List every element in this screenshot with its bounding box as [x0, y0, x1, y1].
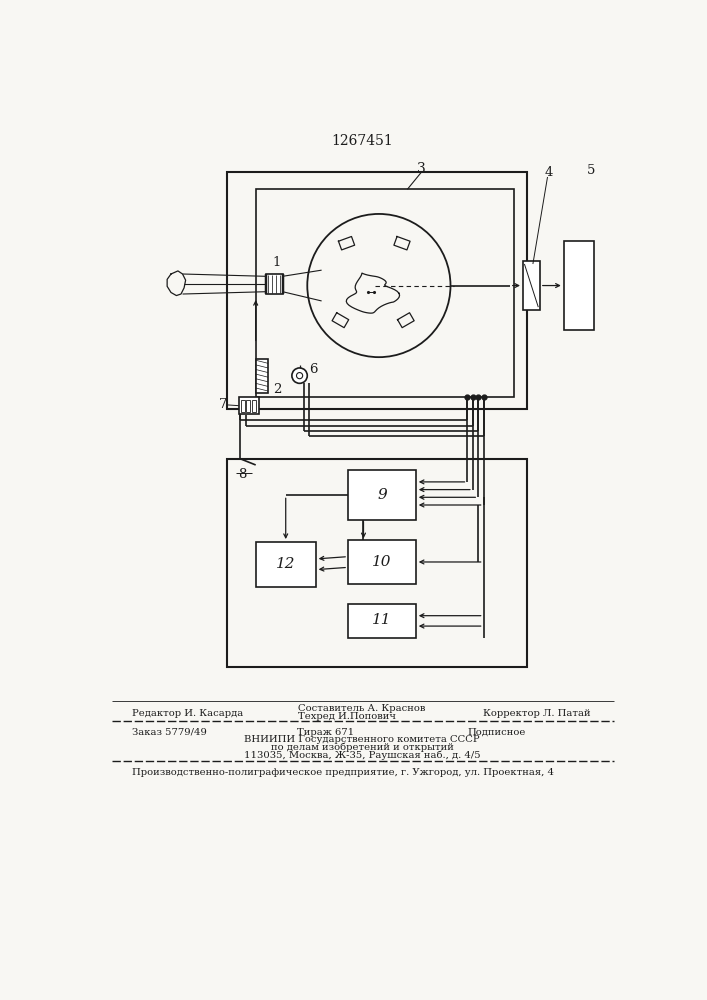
- Text: 113035, Москва, Ж-35, Раушская наб., д. 4/5: 113035, Москва, Ж-35, Раушская наб., д. …: [244, 751, 480, 760]
- Bar: [247, 400, 250, 412]
- Text: 2: 2: [273, 383, 281, 396]
- Text: 11: 11: [372, 613, 392, 628]
- Text: 1267451: 1267451: [331, 134, 393, 148]
- Bar: [348, 604, 416, 638]
- Text: 12: 12: [276, 557, 296, 571]
- Text: 4: 4: [545, 166, 554, 179]
- Circle shape: [292, 368, 308, 383]
- Text: Тираж 671: Тираж 671: [296, 728, 354, 737]
- Text: Заказ 5779/49: Заказ 5779/49: [132, 728, 207, 737]
- Text: 6: 6: [309, 363, 317, 376]
- Bar: [348, 540, 416, 584]
- Bar: [256, 359, 268, 393]
- Bar: [252, 400, 256, 412]
- Text: 7: 7: [218, 398, 227, 411]
- Bar: [256, 542, 316, 587]
- Bar: [348, 470, 416, 520]
- Text: Редактор И. Касарда: Редактор И. Касарда: [132, 709, 244, 718]
- Bar: [256, 189, 514, 397]
- Bar: [227, 459, 527, 667]
- Bar: [227, 172, 527, 409]
- Bar: [563, 241, 595, 330]
- Bar: [241, 400, 245, 412]
- Text: Составитель А. Краснов: Составитель А. Краснов: [298, 704, 426, 713]
- Text: 8: 8: [238, 468, 246, 481]
- Bar: [239, 397, 259, 414]
- Text: Производственно-полиграфическое предприятие, г. Ужгород, ул. Проектная, 4: Производственно-полиграфическое предприя…: [132, 768, 554, 777]
- Text: Корректор Л. Патай: Корректор Л. Патай: [483, 709, 590, 718]
- Text: 3: 3: [417, 162, 426, 176]
- Bar: [523, 261, 540, 310]
- Text: 9: 9: [377, 488, 387, 502]
- Text: по делам изобретений и открытий: по делам изобретений и открытий: [271, 743, 453, 752]
- Bar: [266, 274, 283, 294]
- Text: 10: 10: [372, 555, 392, 569]
- Text: Подписное: Подписное: [467, 728, 526, 737]
- Text: 1: 1: [272, 256, 281, 269]
- Text: Техред И.Попович: Техред И.Попович: [298, 712, 396, 721]
- Text: ВНИИПИ Государственного комитета СССР: ВНИИПИ Государственного комитета СССР: [244, 735, 480, 744]
- Text: 5: 5: [588, 164, 595, 177]
